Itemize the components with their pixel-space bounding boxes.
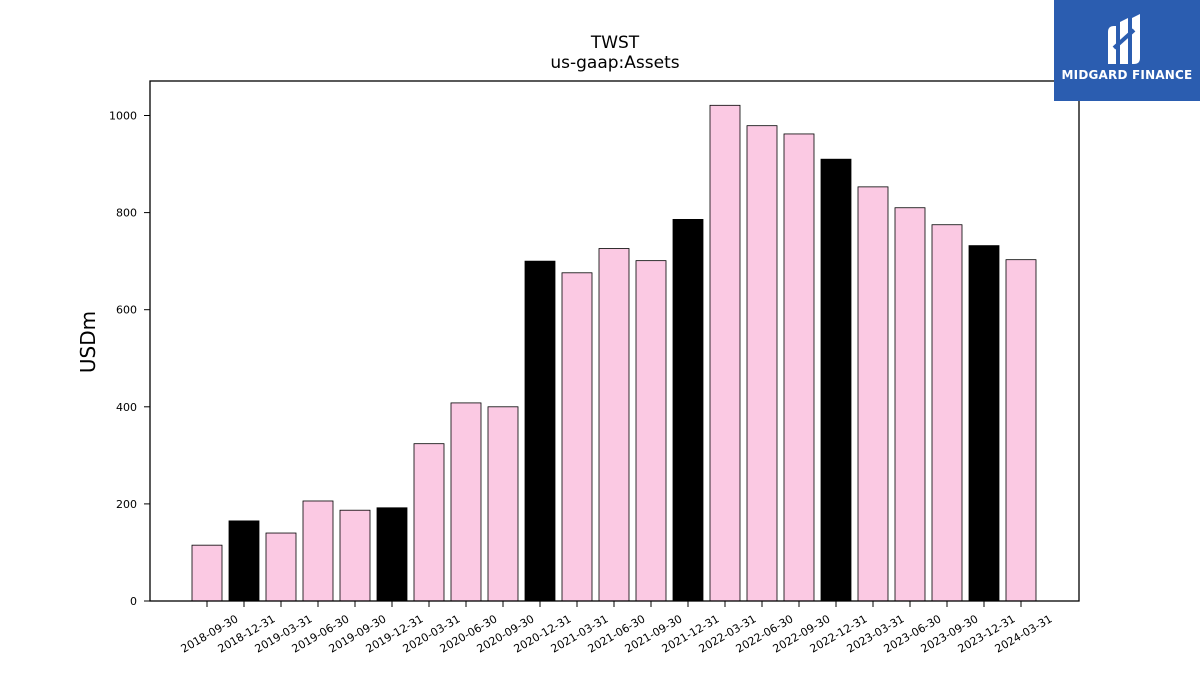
y-tick-label: 600 (116, 304, 137, 317)
y-tick-label: 400 (116, 401, 137, 414)
y-tick-label: 1000 (109, 110, 137, 123)
y-tick-label: 800 (116, 207, 137, 220)
bar-2021-03-31 (561, 272, 593, 602)
bar-2021-06-30 (598, 248, 630, 602)
plot-frame (149, 80, 1080, 602)
y-tick-label: 200 (116, 498, 137, 511)
y-tick-label: 0 (130, 595, 137, 608)
logo-text: MIDGARD FINANCE (1061, 68, 1193, 82)
bar-2022-06-30 (746, 125, 778, 602)
midgard-logo-icon (1108, 14, 1140, 64)
bar-2023-06-30 (894, 207, 926, 602)
y-axis-label: USDm (76, 311, 100, 373)
bar-2022-03-31 (709, 104, 741, 602)
bar-2023-09-30 (931, 224, 963, 602)
midgard-finance-logo: MIDGARD FINANCE (1054, 0, 1200, 101)
bar-2020-12-31 (524, 260, 556, 602)
bar-2020-03-31 (413, 443, 445, 602)
bar-2023-12-31 (968, 245, 1000, 602)
bar-2018-12-31 (228, 520, 260, 602)
bar-2021-09-30 (635, 260, 667, 602)
bar-2019-09-30 (339, 509, 371, 602)
chart-title: TWST (590, 33, 640, 53)
bar-2024-03-31 (1005, 259, 1037, 602)
bar-2018-09-30 (191, 544, 223, 602)
y-ticks-group: 0 200 400 600 800 1000 (109, 110, 150, 608)
bar-2022-12-31 (820, 158, 852, 602)
bar-2019-12-31 (376, 507, 408, 602)
bar-2021-12-31 (672, 218, 704, 602)
bar-2019-03-31 (265, 532, 297, 602)
chart-subtitle: us-gaap:Assets (550, 53, 679, 73)
x-ticks-group: 2018-09-302018-12-312019-03-312019-06-30… (179, 601, 1055, 656)
bar-2023-03-31 (857, 186, 889, 602)
bar-2019-06-30 (302, 500, 334, 602)
bars-group (191, 104, 1037, 602)
bar-2020-06-30 (450, 402, 482, 602)
bar-2022-09-30 (783, 133, 815, 602)
bar-2020-09-30 (487, 406, 519, 602)
